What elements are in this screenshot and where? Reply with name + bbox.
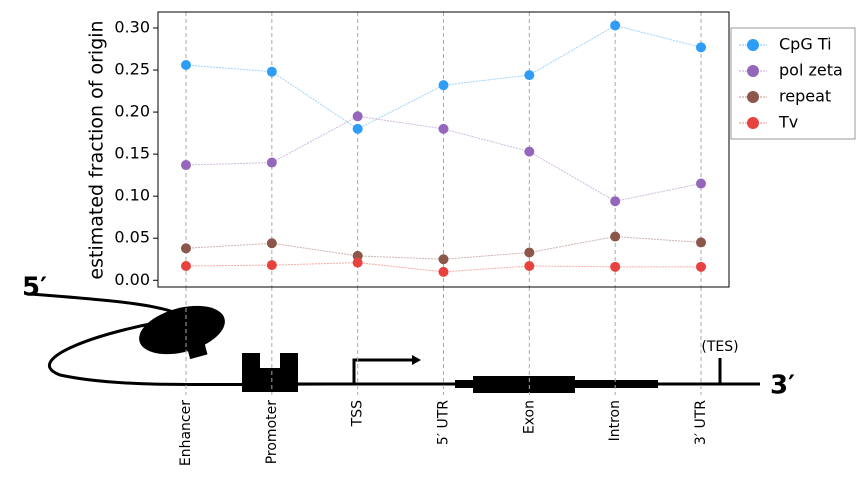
point <box>524 260 535 271</box>
point <box>266 260 277 271</box>
point <box>524 247 535 258</box>
point <box>696 42 706 53</box>
legend-label: CpG Ti <box>779 35 832 54</box>
x-tick-label: Exon <box>521 400 537 434</box>
legend-marker <box>747 117 759 129</box>
tss-arrow <box>352 358 414 384</box>
point <box>352 257 363 268</box>
point <box>438 80 449 91</box>
x-tick-label: 3′ UTR <box>693 400 709 445</box>
x-tick-label: Intron <box>607 400 623 441</box>
point <box>610 231 621 242</box>
y-tick-label: 0.10 <box>114 186 150 205</box>
legend-marker <box>747 91 759 103</box>
y-tick-label: 0.30 <box>114 17 150 36</box>
x-tick-label: Promoter <box>264 400 280 465</box>
y-tick-label: 0.15 <box>114 144 150 163</box>
x-tick-label: 5′ UTR <box>436 400 452 445</box>
point <box>181 160 191 171</box>
point <box>438 266 449 277</box>
three-prime: 3′ <box>770 371 795 401</box>
gene-diagram: 5′ 3′ (TES) <box>22 273 795 401</box>
point <box>266 66 277 77</box>
legend-label: Tv <box>778 113 798 132</box>
point <box>438 123 449 134</box>
point <box>610 261 621 272</box>
point <box>352 111 363 122</box>
five-prime: 5′ <box>22 273 47 303</box>
point <box>352 123 363 134</box>
point <box>524 70 535 81</box>
point <box>181 243 191 254</box>
exon-block <box>473 376 575 393</box>
tss-arrowhead <box>412 355 421 365</box>
point <box>181 59 191 70</box>
y-tick-label: 0.20 <box>114 102 150 121</box>
point <box>524 146 535 157</box>
point <box>610 196 621 207</box>
legend-label: pol zeta <box>779 61 843 80</box>
y-tick-label: 0.25 <box>114 60 150 79</box>
y-tick-label: 0.00 <box>114 270 150 289</box>
point <box>266 238 277 249</box>
x-tick-label: Enhancer <box>178 400 194 466</box>
point <box>438 254 449 265</box>
point <box>696 237 706 248</box>
tes-label: (TES) <box>701 339 738 355</box>
legend-marker <box>747 65 759 77</box>
promoter-block <box>242 353 298 392</box>
point <box>610 20 621 31</box>
enhancer-stem <box>186 340 208 360</box>
y-tick-label: 0.05 <box>114 228 150 247</box>
plot-frame <box>157 11 730 288</box>
y-axis-label: estimated fraction of origin <box>86 20 108 279</box>
point <box>696 261 706 272</box>
point <box>696 178 706 189</box>
point <box>181 260 191 271</box>
x-tick-label: TSS <box>350 400 366 427</box>
legend-marker <box>747 39 759 51</box>
dna-strand <box>29 292 331 387</box>
point <box>266 157 277 168</box>
legend-label: repeat <box>779 87 831 106</box>
